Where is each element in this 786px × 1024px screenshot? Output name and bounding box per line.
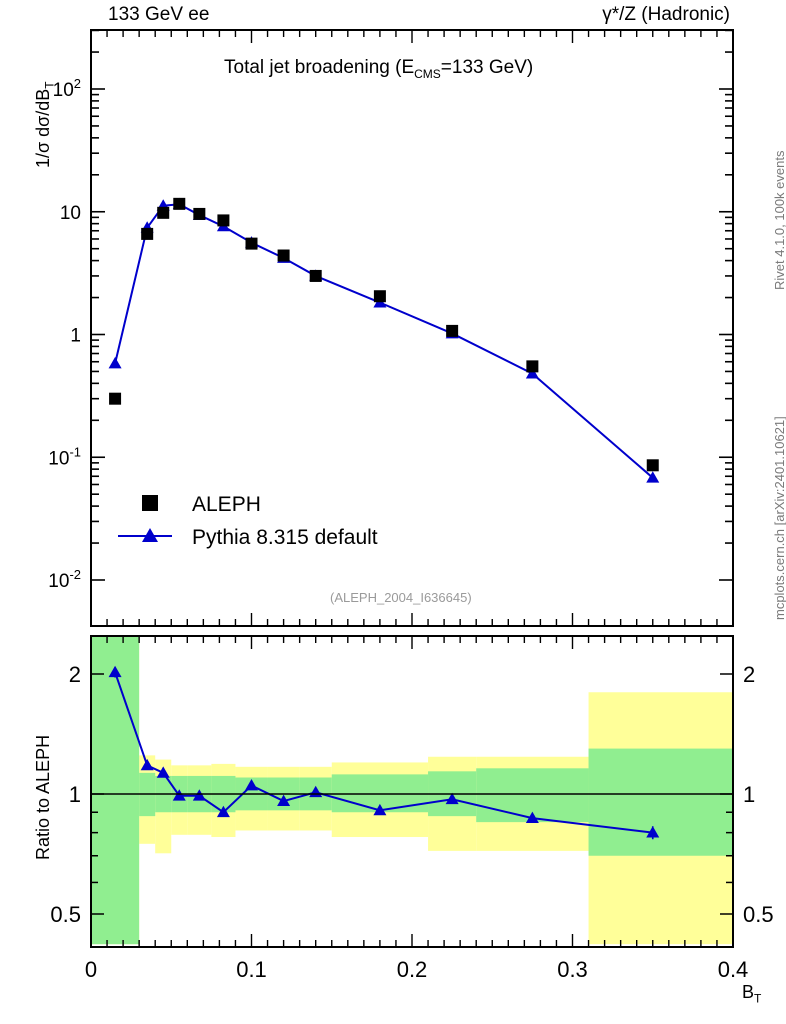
ratio-ytick-label: 0.5 xyxy=(743,902,774,927)
main-frame xyxy=(90,29,734,627)
data-marker xyxy=(157,206,170,219)
xaxis-label: BT xyxy=(742,982,761,1006)
data-marker xyxy=(277,249,290,262)
ratio-ytick-label: 2 xyxy=(69,662,81,687)
ratio-marker xyxy=(277,794,291,806)
xaxis-label-text: B xyxy=(742,982,755,1002)
ratio-marker xyxy=(216,805,230,818)
data-marker xyxy=(646,459,659,472)
ratio-ytick-label: 0.5 xyxy=(50,902,81,927)
plot-title-main: Total jet broadening (E xyxy=(224,57,415,78)
ratio-marker xyxy=(192,789,206,801)
legend-marker-square xyxy=(142,495,158,511)
data-marker xyxy=(217,214,230,227)
ratio-marker xyxy=(245,779,258,791)
ratio-marker xyxy=(156,766,170,778)
data-marker xyxy=(446,324,459,337)
xtick-label: 0.2 xyxy=(397,957,428,982)
main-ytick-label: 10-2 xyxy=(48,567,81,592)
data-marker xyxy=(245,237,258,250)
mc-marker xyxy=(525,367,539,379)
ratio-marker xyxy=(140,758,154,771)
main-ytick-label: 10-1 xyxy=(48,444,81,469)
ratio-marker xyxy=(108,665,122,678)
xtick-label: 0 xyxy=(85,957,97,982)
mc-marker xyxy=(108,357,122,369)
header-right: γ*/Z (Hadronic) xyxy=(602,4,730,25)
axes-frames: 102 10 1 10-1 10-2 2 2 1 1 0.5 0.5 0 0.1 0.2 0.3 0.4 xyxy=(48,29,774,982)
header-left: 133 GeV ee xyxy=(108,4,210,25)
xtick-label: 0.4 xyxy=(718,957,749,982)
ratio-ytick-label: 1 xyxy=(69,782,81,807)
ratio-ytick-label: 2 xyxy=(743,662,755,687)
ratio-marker xyxy=(445,792,459,805)
data-marker xyxy=(173,197,186,210)
ratio-band-segment xyxy=(91,636,140,945)
data-marker xyxy=(526,360,539,373)
legend-label: Pythia 8.315 default xyxy=(192,526,378,549)
main-panel xyxy=(108,197,660,483)
ratio-marker xyxy=(525,811,539,823)
plot-title-subscript: CMS xyxy=(414,66,441,81)
data-marker xyxy=(141,227,154,240)
data-marker xyxy=(373,290,386,303)
legend-group: ALEPH Pythia 8.315 default xyxy=(118,493,378,549)
xtick-label: 0.1 xyxy=(236,957,267,982)
mc-curve xyxy=(114,203,654,479)
legend-marker-triangle xyxy=(142,528,158,542)
xaxis-label-subscript: T xyxy=(754,991,762,1006)
main-ytick-label: 1 xyxy=(70,326,81,347)
plot-title: Total jet broadening (ECMS=133 GeV) xyxy=(224,57,533,81)
main-ytick-label: 102 xyxy=(53,76,81,101)
mc-marker xyxy=(646,471,660,483)
ratio-ytick-label: 1 xyxy=(743,782,755,807)
plot-title-tail: =133 GeV) xyxy=(440,57,534,78)
ratio-series xyxy=(108,665,660,840)
data-marker xyxy=(109,392,122,405)
data-marker xyxy=(309,269,322,282)
ratio-band-segment xyxy=(588,748,733,856)
analysis-watermark: (ALEPH_2004_I636645) xyxy=(330,590,472,605)
legend-label: ALEPH xyxy=(192,493,261,516)
ratio-marker xyxy=(373,803,387,816)
xtick-label: 0.3 xyxy=(557,957,588,982)
ratio-marker xyxy=(172,789,186,801)
main-ytick-label: 10 xyxy=(60,203,81,224)
ratio-panel xyxy=(91,636,733,945)
data-marker xyxy=(193,207,206,220)
ratio-marker xyxy=(646,826,660,838)
